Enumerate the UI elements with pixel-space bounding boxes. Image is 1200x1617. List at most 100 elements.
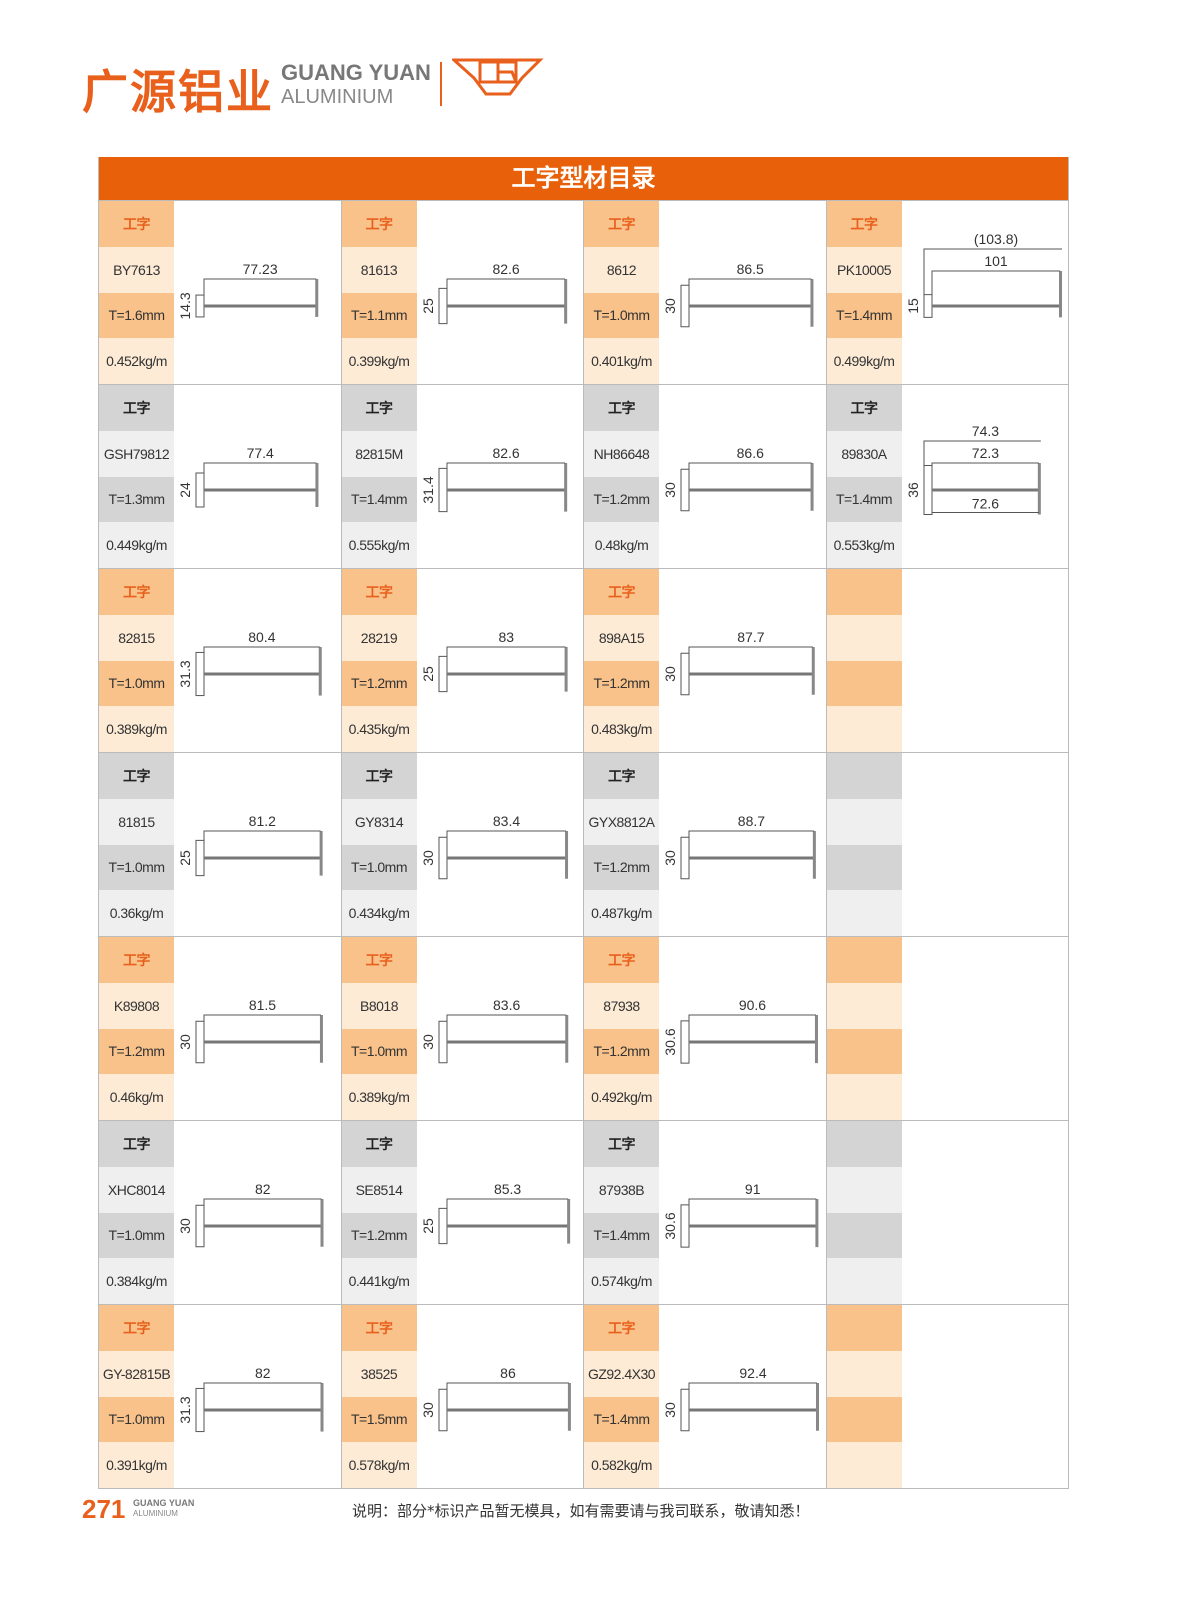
product-info: 工字 GY8314 T=1.0mm 0.434kg/m [341, 753, 417, 936]
catalog-row: 工字 82815 T=1.0mm 0.389kg/m 80.4 31.3 工字 28219 T=… [99, 568, 1068, 752]
web [689, 488, 812, 492]
product-code: 89830A [826, 430, 902, 477]
product-weight: 0.492kg/m [584, 1074, 659, 1120]
product-thickness: T=1.0mm [99, 1212, 174, 1259]
left-flange [680, 1020, 690, 1064]
web [931, 304, 1060, 308]
product-weight: 0.435kg/m [341, 706, 417, 752]
product-code: PK10005 [826, 246, 902, 293]
left-flange [680, 468, 690, 512]
product-code: 87938 [584, 982, 659, 1029]
product-thickness [826, 1028, 902, 1075]
product-type: 工字 [341, 1121, 417, 1167]
product-cell: 工字 81613 T=1.1mm 0.399kg/m 82.6 25 [341, 201, 584, 384]
right-flange [319, 1015, 323, 1063]
product-info: 工字 XHC8014 T=1.0mm 0.384kg/m [99, 1121, 174, 1304]
right-flange [563, 463, 567, 512]
left-flange [680, 1388, 690, 1432]
width-label: 87.7 [737, 629, 764, 645]
width-label: 83.4 [492, 813, 519, 829]
overall-dimension-line [923, 248, 1062, 306]
profile-drawing: 91 30.6 [659, 1121, 826, 1304]
left-flange [680, 1204, 690, 1248]
height-label: 24 [177, 482, 193, 498]
i-beam-profile-svg: 81.5 30 [177, 997, 323, 1064]
web [689, 1224, 817, 1228]
profile-drawing: 92.4 30 [659, 1305, 826, 1488]
catalog-row: 工字 BY7613 T=1.6mm 0.452kg/m 77.23 14.3 工字 81613… [99, 200, 1068, 384]
web [204, 672, 320, 676]
product-weight: 0.401kg/m [584, 338, 659, 384]
product-thickness: T=1.0mm [99, 660, 174, 707]
product-type: 工字 [826, 385, 902, 431]
product-cell: 工字 GY-82815B T=1.0mm 0.391kg/m 82 31.3 [99, 1305, 342, 1488]
product-code: 82815M [341, 430, 417, 477]
profile-drawing [902, 569, 1069, 752]
product-type: 工字 [99, 1121, 174, 1167]
product-type: 工字 [584, 569, 659, 615]
product-weight: 0.46kg/m [99, 1074, 174, 1120]
profile-drawing: 83.6 30 [417, 937, 584, 1120]
web [446, 1224, 568, 1228]
width-dimension-line [931, 270, 1060, 303]
profile-drawing: 82.6 31.4 [417, 385, 584, 568]
profile-drawing: 87.7 30 [659, 569, 826, 752]
page-number: 271 [82, 1494, 126, 1524]
product-cell: 工字 82815M T=1.4mm 0.555kg/m 82.6 31.4 [341, 385, 584, 568]
right-flange [564, 647, 568, 692]
product-code: SE8514 [341, 1166, 417, 1213]
product-code: GY8314 [341, 798, 417, 845]
product-thickness: T=1.0mm [99, 844, 174, 891]
product-code [826, 1350, 902, 1397]
product-thickness [826, 844, 902, 891]
right-flange [1037, 463, 1041, 515]
width-label: 80.4 [248, 629, 275, 645]
right-flange [563, 279, 567, 324]
product-weight: 0.487kg/m [584, 890, 659, 936]
product-code: BY7613 [99, 246, 174, 293]
product-info: 工字 81613 T=1.1mm 0.399kg/m [341, 201, 417, 384]
product-thickness: T=1.5mm [341, 1396, 417, 1443]
product-cell: 工字 87938B T=1.4mm 0.574kg/m 91 30.6 [584, 1121, 827, 1304]
product-info: 工字 PK10005 T=1.4mm 0.499kg/m [826, 201, 902, 384]
product-weight: 0.389kg/m [341, 1074, 417, 1120]
product-cell: 工字 XHC8014 T=1.0mm 0.384kg/m 82 30 [99, 1121, 342, 1304]
product-type [826, 1121, 902, 1167]
width-label: 77.4 [247, 445, 274, 461]
product-type: 工字 [99, 385, 174, 431]
width-dimension-line [203, 1014, 321, 1039]
web [446, 856, 566, 860]
profile-drawing: 90.6 30.6 [659, 937, 826, 1120]
i-beam-profile-svg: 90.6 30.6 [662, 997, 818, 1064]
i-beam-profile-svg: 87.7 30 [662, 629, 815, 696]
product-type: 工字 [584, 201, 659, 247]
left-flange [438, 1020, 447, 1064]
right-flange [816, 1383, 819, 1431]
web [204, 304, 317, 308]
product-thickness: T=1.4mm [826, 292, 902, 339]
i-beam-profile-svg: 83 25 [420, 629, 568, 693]
profile-drawing: 86.6 30 [659, 385, 826, 568]
product-weight: 0.555kg/m [341, 522, 417, 568]
product-info: 工字 87938 T=1.2mm 0.492kg/m [584, 937, 659, 1120]
i-beam-profile-svg: 92.4 30 [662, 1365, 819, 1432]
product-type [826, 1305, 902, 1351]
left-flange [438, 836, 447, 880]
width-dimension-line [446, 830, 566, 855]
left-flange [195, 1387, 205, 1433]
product-weight: 0.441kg/m [341, 1258, 417, 1304]
width-label: 92.4 [739, 1365, 766, 1381]
width-dimension-line [203, 278, 317, 303]
height-label: 36 [905, 482, 921, 498]
product-info: 工字 GSH79812 T=1.3mm 0.449kg/m [99, 385, 174, 568]
width-dimension-line [688, 830, 814, 855]
product-cell: 工字 28219 T=1.2mm 0.435kg/m 83 25 [341, 569, 584, 752]
product-code [826, 614, 902, 661]
height-label: 30 [177, 1034, 193, 1050]
profile-drawing: 77.4 24 [174, 385, 341, 568]
product-thickness: T=1.0mm [341, 1028, 417, 1075]
i-beam-profile-svg: 83.4 30 [420, 813, 568, 880]
product-cell: 工字 BY7613 T=1.6mm 0.452kg/m 77.23 14.3 [99, 201, 342, 384]
product-type [826, 753, 902, 799]
